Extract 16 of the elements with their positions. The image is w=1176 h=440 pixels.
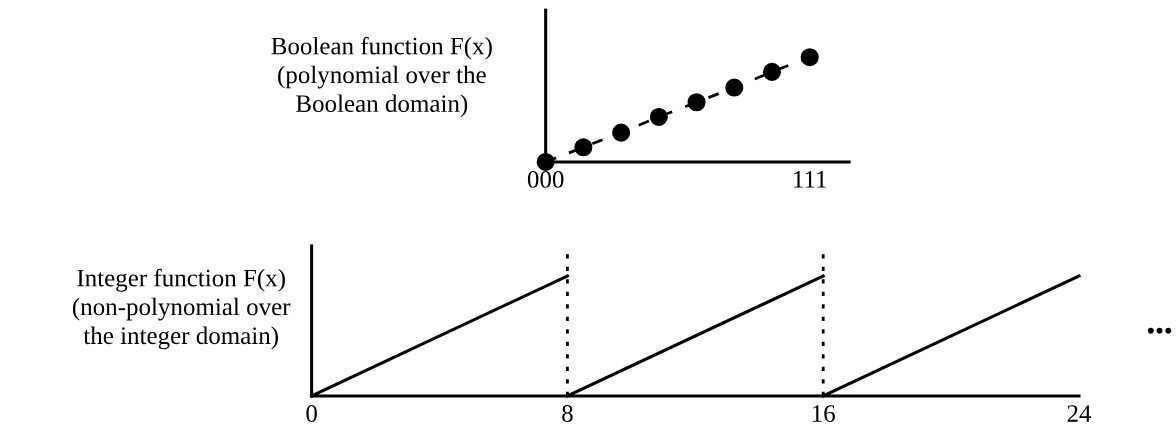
point (762, 62, 782, 81)
x-tick-label: 8 (562, 405, 573, 422)
x-tick-label: 000 (527, 170, 564, 188)
point (725, 78, 744, 97)
y-axis-title: Boolean function F(x) (polynomial over the Boolean domain) (271, 36, 492, 118)
x-tick-label: 16 (812, 405, 835, 422)
x-tick-label: 24 (1067, 405, 1092, 422)
point (649, 107, 668, 126)
point (574, 138, 593, 157)
point (612, 123, 631, 142)
text: ••• (1147, 327, 1172, 334)
point (800, 48, 819, 67)
x-tick-label: 111 (794, 171, 827, 188)
y-axis-title: Integer function F(x) (non-polynomial over the integer domain) (72, 268, 291, 350)
x-tick-label: 0 (306, 405, 317, 422)
point (687, 93, 706, 112)
